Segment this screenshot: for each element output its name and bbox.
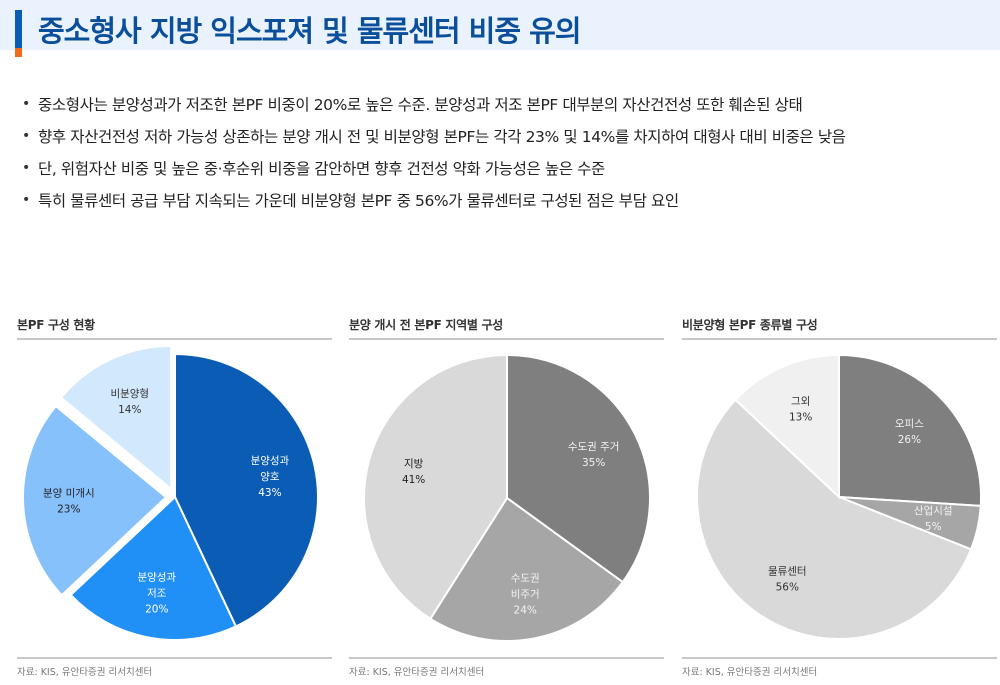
pie-slice — [696, 398, 973, 640]
pie-slice — [22, 404, 168, 597]
pie-slice-label: 오피스 26% — [895, 418, 924, 446]
pie-slice-label: 분양성과 양호 43% — [251, 455, 290, 499]
bullet-dot-icon: • — [22, 96, 30, 112]
pie-slice-label: 산업시설 5% — [914, 504, 953, 533]
bullet-text: 중소형사는 분양성과가 저조한 본PF 비중이 20%로 높은 수준. 분양성과… — [38, 96, 803, 114]
chart-panel-regional-composition: 분양 개시 전 본PF 지역별 구성 수도권 주거 35% 수도권 비주거 24% 지방 4… — [349, 312, 664, 685]
page-title: 중소형사 지방 익스포져 및 물류센터 비중 유의 — [38, 14, 581, 48]
pie-slice — [734, 353, 840, 500]
pie-slice-label: 분양성과 저조 20% — [137, 572, 176, 616]
bullet-item: • 향후 자산건전성 저하 가능성 상존하는 분양 개시 전 및 비분양형 본P… — [22, 120, 982, 152]
pie-slice — [363, 353, 508, 621]
title-accent-orange-bar — [15, 48, 22, 57]
bullet-dot-icon: • — [22, 192, 30, 208]
pie-chart: 분양성과 양호 43% 분양성과 저조 20% 분양 미개시 23% 비분양형 14% — [22, 344, 319, 641]
source-note: 자료: KIS, 유안타증권 리서치센터 — [17, 667, 153, 678]
pie-slice-label: 수도권 주거 35% — [568, 441, 620, 469]
pie-slice — [838, 353, 982, 507]
divider — [17, 338, 332, 340]
source-note: 자료: KIS, 유안타증권 리서치센터 — [682, 667, 818, 678]
pie-slice — [506, 353, 651, 584]
pie-slice — [69, 495, 238, 641]
chart-panel-type-composition: 비분양형 본PF 종류별 구성 오피스 26% 산업시설 5% 물류센터 56% 그외 13%… — [682, 312, 997, 685]
bullet-item: • 단, 위험자산 비중 및 높은 중·후순위 비중을 감안하면 향후 건전성 … — [22, 152, 982, 184]
pie-slice — [59, 344, 173, 491]
bullet-dot-icon: • — [22, 160, 30, 176]
bullet-text: 향후 자산건전성 저하 가능성 상존하는 분양 개시 전 및 비분양형 본PF는… — [38, 128, 846, 146]
bullet-list: • 중소형사는 분양성과가 저조한 본PF 비중이 20%로 높은 수준. 분양… — [22, 88, 982, 216]
divider — [682, 657, 997, 659]
divider — [682, 338, 997, 340]
pie-slice — [174, 352, 319, 628]
divider — [349, 657, 664, 659]
chart-title: 본PF 구성 현황 — [17, 318, 95, 332]
divider — [349, 338, 664, 340]
pie-slice-label: 비분양형 14% — [110, 388, 149, 416]
divider — [17, 657, 332, 659]
pie-slice-label: 그외 13% — [789, 395, 812, 423]
chart-title: 비분양형 본PF 종류별 구성 — [682, 318, 818, 332]
pie-slice-label: 분양 미개시 23% — [43, 487, 95, 515]
pie-slice — [428, 496, 625, 642]
pie-slice-label: 수도권 비주거 24% — [511, 573, 540, 617]
chart-panel-pf-composition: 본PF 구성 현황 분양성과 양호 43% 분양성과 저조 20% 분양 미개시 23% 비분양… — [17, 312, 332, 685]
source-note: 자료: KIS, 유안타증권 리서치센터 — [349, 667, 485, 678]
pie-chart: 수도권 주거 35% 수도권 비주거 24% 지방 41% — [363, 353, 651, 642]
title-accent-blue-bar — [15, 10, 22, 48]
chart-title: 분양 개시 전 본PF 지역별 구성 — [349, 318, 503, 332]
bullet-text: 단, 위험자산 비중 및 높은 중·후순위 비중을 감안하면 향후 건전성 약화… — [38, 160, 605, 178]
pie-slice-label: 지방 41% — [402, 458, 425, 486]
bullet-item: • 중소형사는 분양성과가 저조한 본PF 비중이 20%로 높은 수준. 분양… — [22, 88, 982, 120]
title-bar: 중소형사 지방 익스포져 및 물류센터 비중 유의 — [0, 0, 1000, 57]
pie-chart: 오피스 26% 산업시설 5% 물류센터 56% 그외 13% — [696, 353, 982, 640]
bullet-item: • 특히 물류센터 공급 부담 지속되는 가운데 비분양형 본PF 중 56%가… — [22, 184, 982, 216]
pie-slice-label: 물류센터 56% — [768, 566, 807, 594]
bullet-dot-icon: • — [22, 128, 30, 144]
bullet-text: 특히 물류센터 공급 부담 지속되는 가운데 비분양형 본PF 중 56%가 물… — [38, 192, 679, 210]
